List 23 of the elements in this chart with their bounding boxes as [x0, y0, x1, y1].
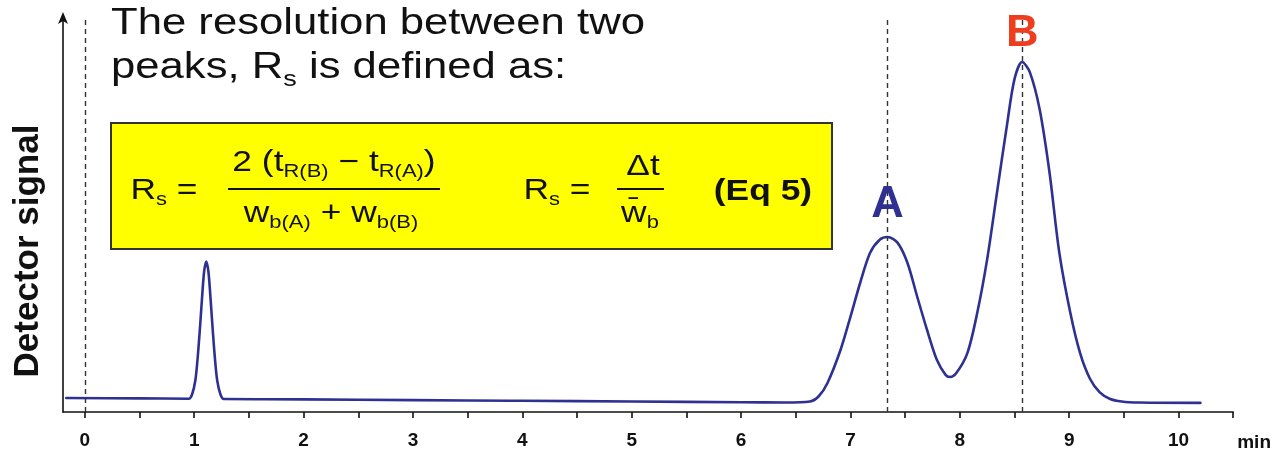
x-tick-label: 2: [298, 429, 309, 450]
x-tick-label: 0: [79, 429, 91, 450]
annotation: R$_{s}$ =: [523, 171, 591, 210]
y-axis-title: Detector signal: [6, 124, 45, 378]
x-tick-label: 6: [735, 429, 747, 450]
x-axis-title: min: [1237, 431, 1271, 452]
x-tick-label: 4: [517, 429, 529, 450]
annotation: w$_{b(A)}$ + w$_{b(B)}$: [243, 194, 419, 233]
annotation: w̄$_{b}$: [621, 194, 659, 233]
annotation: A: [871, 176, 904, 228]
x-tick-label: 1: [188, 429, 200, 450]
x-tick-label: 7: [845, 429, 856, 450]
annotation: R$_{s}$ =: [130, 171, 198, 210]
x-tick-label: 10: [1167, 429, 1190, 450]
annotation: B: [1005, 4, 1039, 57]
annotation: Δt: [626, 147, 660, 183]
annotation: 2 (t$_{R(B)}$ − t$_{R(A)}$): [232, 143, 436, 182]
x-tick-label: 8: [954, 429, 966, 450]
x-tick-label: 9: [1063, 429, 1075, 450]
annotation: (Eq 5): [713, 172, 813, 208]
chart-title: The resolution between two peaks, R$_{s}$ is defined as:: [111, 0, 646, 92]
x-tick-label: 3: [407, 429, 419, 450]
x-tick-label: 5: [626, 429, 638, 450]
